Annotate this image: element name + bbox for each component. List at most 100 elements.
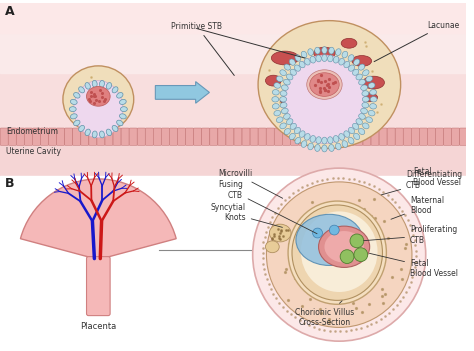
Ellipse shape xyxy=(363,123,369,129)
Ellipse shape xyxy=(119,114,126,119)
Bar xyxy=(0,3,466,112)
FancyBboxPatch shape xyxy=(266,128,274,145)
Circle shape xyxy=(313,228,322,238)
FancyBboxPatch shape xyxy=(460,128,468,145)
Ellipse shape xyxy=(272,97,279,102)
Text: Maternal
Blood: Maternal Blood xyxy=(391,196,444,219)
FancyBboxPatch shape xyxy=(363,128,371,145)
Ellipse shape xyxy=(269,224,291,242)
Ellipse shape xyxy=(117,120,123,126)
Ellipse shape xyxy=(342,141,348,147)
FancyBboxPatch shape xyxy=(162,128,169,145)
Bar xyxy=(0,3,466,151)
Ellipse shape xyxy=(348,127,355,134)
FancyArrow shape xyxy=(155,81,210,103)
Ellipse shape xyxy=(79,125,84,132)
FancyBboxPatch shape xyxy=(283,128,291,145)
Ellipse shape xyxy=(265,241,279,253)
Bar xyxy=(0,176,466,348)
FancyBboxPatch shape xyxy=(395,128,403,145)
Ellipse shape xyxy=(112,87,118,93)
Ellipse shape xyxy=(361,85,367,91)
FancyBboxPatch shape xyxy=(315,128,323,145)
Ellipse shape xyxy=(71,114,77,119)
Ellipse shape xyxy=(339,133,345,140)
Ellipse shape xyxy=(366,117,373,122)
Ellipse shape xyxy=(85,129,91,136)
FancyBboxPatch shape xyxy=(428,128,436,145)
Ellipse shape xyxy=(280,102,287,108)
FancyBboxPatch shape xyxy=(8,128,16,145)
Ellipse shape xyxy=(315,145,320,151)
FancyBboxPatch shape xyxy=(339,128,347,145)
FancyBboxPatch shape xyxy=(73,128,81,145)
Ellipse shape xyxy=(283,79,290,85)
Ellipse shape xyxy=(301,51,307,58)
FancyBboxPatch shape xyxy=(403,128,411,145)
FancyBboxPatch shape xyxy=(170,128,177,145)
Ellipse shape xyxy=(308,49,313,55)
Ellipse shape xyxy=(276,76,283,82)
FancyBboxPatch shape xyxy=(32,128,40,145)
Text: Syncytial
Knots: Syncytial Knots xyxy=(210,203,283,227)
Ellipse shape xyxy=(358,64,365,70)
FancyBboxPatch shape xyxy=(97,128,105,145)
Ellipse shape xyxy=(286,119,293,125)
Ellipse shape xyxy=(296,214,363,265)
Circle shape xyxy=(266,182,412,327)
Ellipse shape xyxy=(370,104,376,109)
Ellipse shape xyxy=(304,133,310,140)
FancyBboxPatch shape xyxy=(40,128,48,145)
Ellipse shape xyxy=(119,99,126,105)
Ellipse shape xyxy=(319,226,370,267)
FancyBboxPatch shape xyxy=(234,128,242,145)
Ellipse shape xyxy=(333,135,339,142)
Ellipse shape xyxy=(356,74,363,80)
Ellipse shape xyxy=(352,55,372,66)
Ellipse shape xyxy=(341,38,357,48)
FancyBboxPatch shape xyxy=(387,128,395,145)
Ellipse shape xyxy=(63,66,134,133)
FancyBboxPatch shape xyxy=(436,128,444,145)
Ellipse shape xyxy=(265,75,281,86)
Ellipse shape xyxy=(368,110,375,116)
Ellipse shape xyxy=(324,231,364,263)
Ellipse shape xyxy=(280,96,300,105)
FancyBboxPatch shape xyxy=(194,128,201,145)
FancyBboxPatch shape xyxy=(146,128,153,145)
Ellipse shape xyxy=(71,99,77,105)
Ellipse shape xyxy=(362,91,369,96)
Ellipse shape xyxy=(360,93,378,102)
Ellipse shape xyxy=(289,133,295,140)
FancyBboxPatch shape xyxy=(218,128,226,145)
Ellipse shape xyxy=(106,82,111,89)
FancyBboxPatch shape xyxy=(81,128,89,145)
FancyBboxPatch shape xyxy=(89,128,97,145)
Ellipse shape xyxy=(284,128,291,134)
Ellipse shape xyxy=(307,70,342,99)
Ellipse shape xyxy=(117,93,123,98)
FancyBboxPatch shape xyxy=(178,128,185,145)
FancyBboxPatch shape xyxy=(379,128,387,145)
Circle shape xyxy=(350,234,364,248)
Ellipse shape xyxy=(271,51,299,65)
Ellipse shape xyxy=(273,104,279,109)
FancyBboxPatch shape xyxy=(347,128,355,145)
Ellipse shape xyxy=(301,141,307,147)
FancyBboxPatch shape xyxy=(307,128,315,145)
Ellipse shape xyxy=(92,131,97,138)
Text: A: A xyxy=(5,5,15,18)
Ellipse shape xyxy=(289,59,295,65)
Ellipse shape xyxy=(85,82,91,89)
Ellipse shape xyxy=(283,114,290,119)
Circle shape xyxy=(329,225,339,235)
FancyBboxPatch shape xyxy=(56,128,64,145)
Ellipse shape xyxy=(87,87,110,106)
Ellipse shape xyxy=(315,47,320,54)
Text: Fetal
Blood Vessel: Fetal Blood Vessel xyxy=(369,253,458,278)
Ellipse shape xyxy=(294,65,301,71)
Ellipse shape xyxy=(362,102,369,108)
FancyBboxPatch shape xyxy=(250,128,258,145)
Ellipse shape xyxy=(280,91,287,96)
Ellipse shape xyxy=(295,55,301,61)
